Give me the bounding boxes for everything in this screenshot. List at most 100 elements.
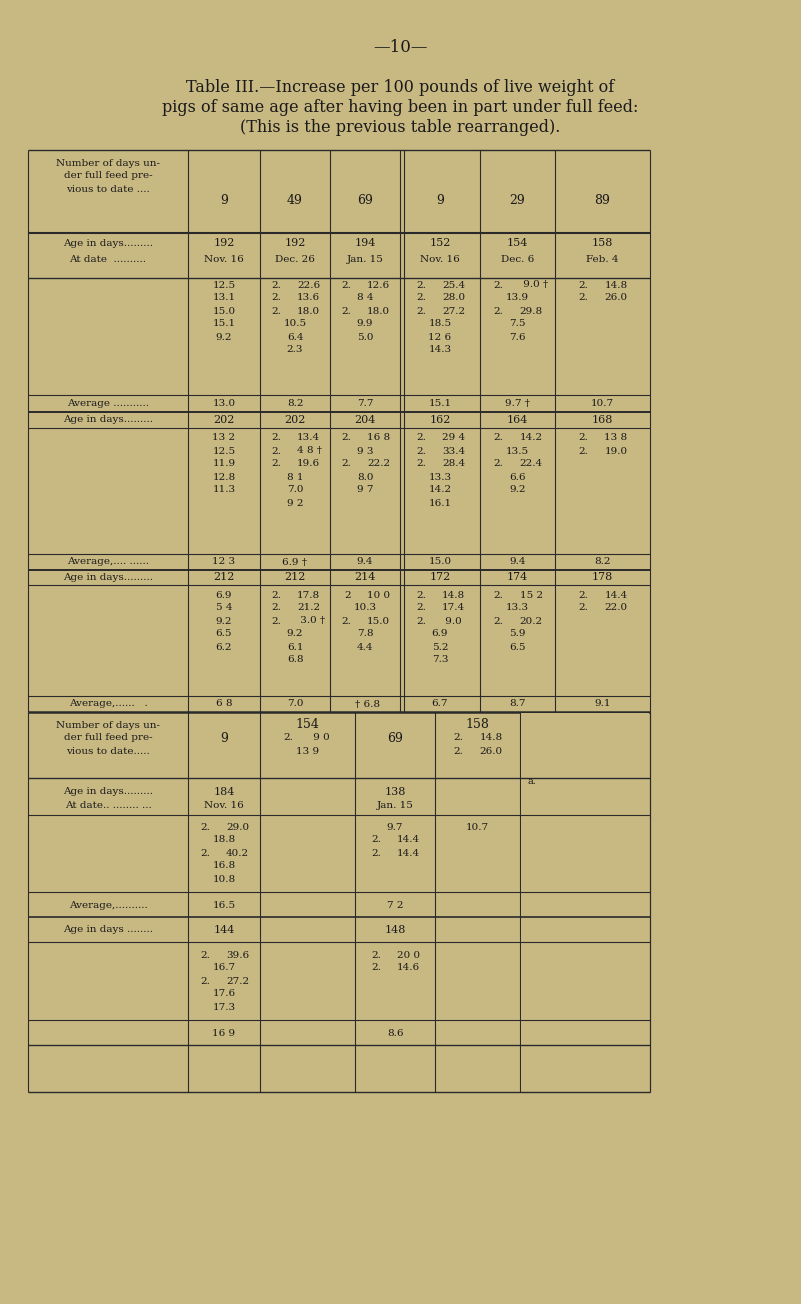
Text: 8 4: 8 4: [356, 293, 373, 303]
Text: 69: 69: [387, 732, 403, 745]
Text: 40.2: 40.2: [226, 849, 249, 858]
Text: 7.7: 7.7: [356, 399, 373, 408]
Text: 6.1: 6.1: [287, 643, 304, 652]
Text: Average,..........: Average,..........: [69, 901, 147, 909]
Text: 17.6: 17.6: [212, 990, 235, 999]
Text: 158: 158: [592, 239, 614, 248]
Text: 13.4: 13.4: [297, 433, 320, 442]
Text: 6.5: 6.5: [509, 643, 525, 652]
Text: 168: 168: [592, 415, 614, 425]
Text: 4 8 †: 4 8 †: [297, 446, 322, 455]
Text: Average,.... ......: Average,.... ......: [67, 558, 149, 566]
Text: 2.: 2.: [200, 977, 210, 986]
Text: 2.: 2.: [200, 849, 210, 858]
Text: 6.9: 6.9: [215, 591, 232, 600]
Text: 2.: 2.: [271, 604, 281, 613]
Text: 2.: 2.: [271, 459, 281, 468]
Text: Jan. 15: Jan. 15: [376, 802, 413, 811]
Text: 154: 154: [296, 719, 320, 732]
Text: 12.5: 12.5: [212, 280, 235, 289]
Text: 2.: 2.: [493, 280, 504, 289]
Text: Table III.—Increase per 100 pounds of live weight of: Table III.—Increase per 100 pounds of li…: [187, 80, 614, 96]
Text: pigs of same age after having been in part under full feed:: pigs of same age after having been in pa…: [163, 99, 638, 116]
Text: 17.3: 17.3: [212, 1003, 235, 1012]
Text: At date.. ........ ...: At date.. ........ ...: [65, 802, 151, 811]
Text: 10.5: 10.5: [284, 319, 307, 329]
Text: 2.: 2.: [271, 591, 281, 600]
Text: vious to date ....: vious to date ....: [66, 184, 150, 193]
Text: 154: 154: [507, 239, 528, 248]
Text: 33.4: 33.4: [442, 446, 465, 455]
Text: 2.: 2.: [417, 604, 426, 613]
Text: 2.: 2.: [341, 280, 351, 289]
Bar: [521, 713, 649, 1091]
Text: 4.4: 4.4: [356, 643, 373, 652]
Text: Nov. 16: Nov. 16: [204, 802, 244, 811]
Text: Jan. 15: Jan. 15: [347, 256, 384, 265]
Text: 2.: 2.: [341, 617, 351, 626]
Text: 6.2: 6.2: [215, 643, 232, 652]
Text: 2.: 2.: [271, 446, 281, 455]
Text: 22.2: 22.2: [367, 459, 390, 468]
Text: 214: 214: [354, 572, 376, 583]
Text: 13.3: 13.3: [429, 472, 452, 481]
Text: 7.0: 7.0: [287, 485, 304, 494]
Text: 9.4: 9.4: [356, 558, 373, 566]
Text: 9 3: 9 3: [356, 446, 373, 455]
Text: 184: 184: [213, 788, 235, 797]
Text: 172: 172: [429, 572, 451, 583]
Text: 12.5: 12.5: [212, 446, 235, 455]
Text: 89: 89: [594, 193, 610, 206]
Text: 16.7: 16.7: [212, 964, 235, 973]
Text: 49: 49: [287, 193, 303, 206]
Text: 7 2: 7 2: [387, 901, 403, 909]
Text: 2.: 2.: [271, 433, 281, 442]
Text: 2.: 2.: [417, 280, 426, 289]
Text: 9 7: 9 7: [356, 485, 373, 494]
Text: 5 4: 5 4: [215, 604, 232, 613]
Text: 2.: 2.: [578, 446, 589, 455]
Text: 27.2: 27.2: [226, 977, 249, 986]
Text: 20 0: 20 0: [397, 951, 421, 960]
Text: 15.0: 15.0: [429, 558, 452, 566]
Text: Number of days un-: Number of days un-: [56, 721, 160, 729]
Text: 2.: 2.: [271, 293, 281, 303]
Text: Nov. 16: Nov. 16: [421, 256, 460, 265]
Text: 2.: 2.: [341, 433, 351, 442]
Text: 164: 164: [507, 415, 528, 425]
Text: 22.6: 22.6: [297, 280, 320, 289]
Text: 10.3: 10.3: [353, 604, 376, 613]
Text: 5.0: 5.0: [356, 333, 373, 342]
Text: 9.9: 9.9: [356, 319, 373, 329]
Text: 8.2: 8.2: [287, 399, 304, 408]
Text: 6.5: 6.5: [215, 630, 232, 639]
Text: 25.4: 25.4: [442, 280, 465, 289]
Text: 15.0: 15.0: [367, 617, 390, 626]
Text: 12 3: 12 3: [212, 558, 235, 566]
Text: 9.2: 9.2: [215, 617, 232, 626]
Text: 29: 29: [509, 193, 525, 206]
Text: 14.4: 14.4: [605, 591, 628, 600]
Text: 2.: 2.: [371, 836, 381, 845]
Text: Dec. 6: Dec. 6: [501, 256, 534, 265]
Text: 3.0 †: 3.0 †: [297, 617, 325, 626]
Text: 5.2: 5.2: [432, 643, 449, 652]
Text: 19.6: 19.6: [297, 459, 320, 468]
Text: 9: 9: [220, 732, 228, 745]
Text: 18.8: 18.8: [212, 836, 235, 845]
Text: Feb. 4: Feb. 4: [586, 256, 618, 265]
Text: † 6.8: † 6.8: [355, 699, 380, 708]
Text: 192: 192: [284, 239, 306, 248]
Text: 6.9: 6.9: [432, 630, 449, 639]
Text: 174: 174: [507, 572, 528, 583]
Text: 178: 178: [592, 572, 613, 583]
Text: 158: 158: [465, 719, 489, 732]
Text: a.: a.: [528, 777, 537, 786]
Text: 8.7: 8.7: [509, 699, 525, 708]
Text: Age in days.........: Age in days.........: [63, 788, 153, 797]
Text: 14.2: 14.2: [520, 433, 542, 442]
Text: 16 9: 16 9: [212, 1029, 235, 1038]
Text: 9.0 †: 9.0 †: [520, 280, 548, 289]
Text: 13.1: 13.1: [212, 293, 235, 303]
Text: 148: 148: [384, 925, 405, 935]
